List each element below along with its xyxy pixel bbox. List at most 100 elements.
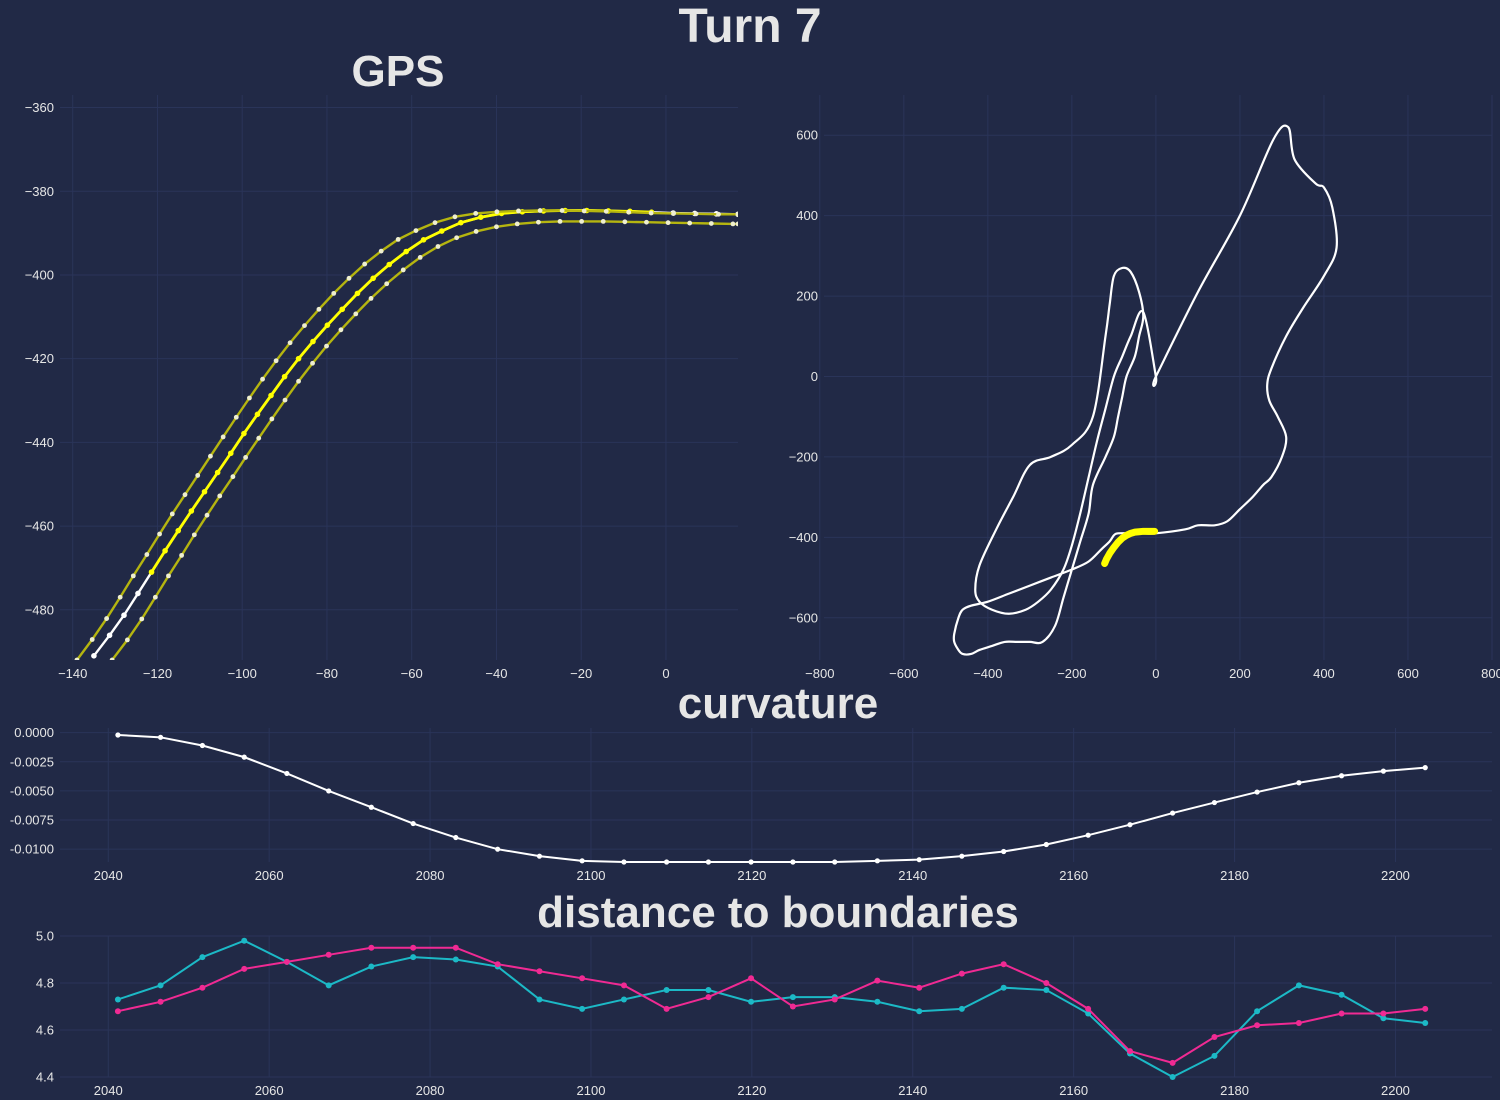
gps-left-boundary-point [648, 210, 654, 216]
gps-right-boundary-point [166, 573, 171, 579]
gps-right-boundary-point [454, 235, 460, 241]
gps-center-point [324, 322, 331, 328]
distance-x-tick-label: 2120 [737, 1083, 766, 1098]
curvature-point [1127, 822, 1133, 828]
gps-right-boundary-point [536, 219, 541, 225]
distance-cyan-point [325, 982, 332, 989]
gps-left-boundary-point [432, 220, 438, 226]
curvature-point [284, 770, 290, 777]
curvature-point [832, 859, 838, 865]
gps-left-boundary-point [693, 211, 699, 217]
distance-magenta-point [620, 982, 627, 989]
gps-right-boundary-point [417, 254, 423, 260]
gps-right-boundary-point [368, 296, 374, 301]
distance-x-tick-label: 2040 [94, 1083, 123, 1098]
curvature-y-tick-label: -0.0025 [10, 754, 54, 769]
distance-cyan-point [1380, 1015, 1387, 1022]
gps-right-boundary-point [310, 360, 315, 366]
distance-magenta-point [831, 996, 838, 1003]
gps-y-tick-label: −360 [25, 100, 54, 115]
gps-right-boundary-point [296, 378, 301, 384]
gps-left-boundary-point [104, 616, 110, 621]
distance-magenta-point [1380, 1010, 1387, 1017]
curvature-point [959, 853, 965, 859]
distance-magenta-point [663, 1005, 670, 1012]
gps-right-boundary-point [622, 219, 628, 225]
gps-y-tick-label: −400 [25, 267, 54, 282]
gps-left-boundary-point [302, 323, 307, 329]
track-x-tick-label: 0 [1152, 666, 1159, 681]
curvature-point [790, 859, 796, 865]
distance-magenta-point [494, 961, 501, 968]
gps-left-boundary-point [378, 248, 384, 254]
gps-center-point [214, 469, 221, 476]
gps-center-point [227, 450, 234, 457]
gps-left-boundary-point [208, 453, 213, 459]
gps-right-boundary-point [179, 552, 185, 558]
track-x-tick-label: 400 [1313, 666, 1335, 681]
gps-right-boundary-point [494, 224, 499, 230]
distance-cyan-point [705, 987, 712, 994]
curvature-y-tick-label: -0.0050 [10, 783, 54, 798]
distance-cyan-point [199, 954, 206, 961]
gps-left-boundary-point [316, 306, 322, 312]
gps-left-boundary-point [273, 358, 279, 364]
gps-left-boundary-point [516, 208, 521, 214]
curvature-x-tick-label: 2080 [416, 868, 445, 883]
distance-cyan-point [1043, 987, 1050, 994]
distance-magenta-point [1422, 1005, 1429, 1012]
gps-left-boundary-point [716, 211, 721, 217]
distance-cyan-point [1000, 984, 1007, 991]
gps-center-point [162, 547, 168, 554]
distance-magenta-point [705, 994, 712, 1001]
gps-left-boundary-point [74, 657, 80, 660]
gps-x-tick-label: −20 [570, 666, 592, 681]
curvature-point [579, 858, 585, 864]
distance-magenta-point [1338, 1010, 1345, 1017]
track-x-tick-label: 800 [1481, 666, 1500, 681]
gps-center-point [254, 411, 261, 418]
track-y-tick-label: −200 [789, 449, 818, 464]
gps-center-point [477, 214, 484, 221]
curvature-point [326, 788, 332, 794]
distance-magenta-line [117, 946, 1426, 1064]
distance-magenta-point [789, 1003, 796, 1010]
curvature-point [1211, 799, 1218, 806]
curvature-point [115, 732, 121, 738]
gps-title: GPS [352, 47, 445, 96]
track-x-tick-label: −400 [973, 666, 1002, 681]
gps-center-point [268, 392, 274, 399]
gps-x-tick-label: −80 [316, 666, 338, 681]
gps-left-boundary-point [144, 552, 150, 557]
gps-left-boundary-point [452, 214, 458, 220]
gps-y-tick-label: −380 [25, 184, 54, 199]
curvature-point [1380, 768, 1386, 774]
curvature-point [453, 834, 459, 841]
gps-center-point [188, 508, 195, 514]
distance-magenta-point [874, 977, 881, 984]
distance-cyan-point [958, 1005, 965, 1012]
gps-right-boundary-point [730, 221, 736, 227]
track-x-tick-label: −800 [805, 666, 834, 681]
curvature-point [1001, 848, 1007, 855]
track-highlight-segment [1101, 527, 1159, 567]
gps-center-point [339, 306, 346, 313]
gps-right-boundary-point [514, 221, 520, 227]
distance-magenta-point [1126, 1048, 1133, 1055]
gps-left-boundary-point [169, 511, 175, 517]
gps-right-boundary-point [384, 281, 390, 287]
distance-x-tick-label: 2080 [416, 1083, 445, 1098]
gps-left-boundary-point [220, 434, 226, 440]
track-x-tick-label: 600 [1397, 666, 1419, 681]
distance-cyan-point [579, 1005, 586, 1012]
distance-cyan-point [789, 994, 796, 1001]
distance-cyan-point [1338, 991, 1345, 998]
distance-magenta-point [1211, 1034, 1218, 1041]
figure-title: Turn 7 [678, 0, 821, 53]
distance-cyan-point [368, 963, 375, 970]
gps-left-boundary-point [195, 473, 201, 478]
gps-left-boundary-point [413, 228, 419, 234]
